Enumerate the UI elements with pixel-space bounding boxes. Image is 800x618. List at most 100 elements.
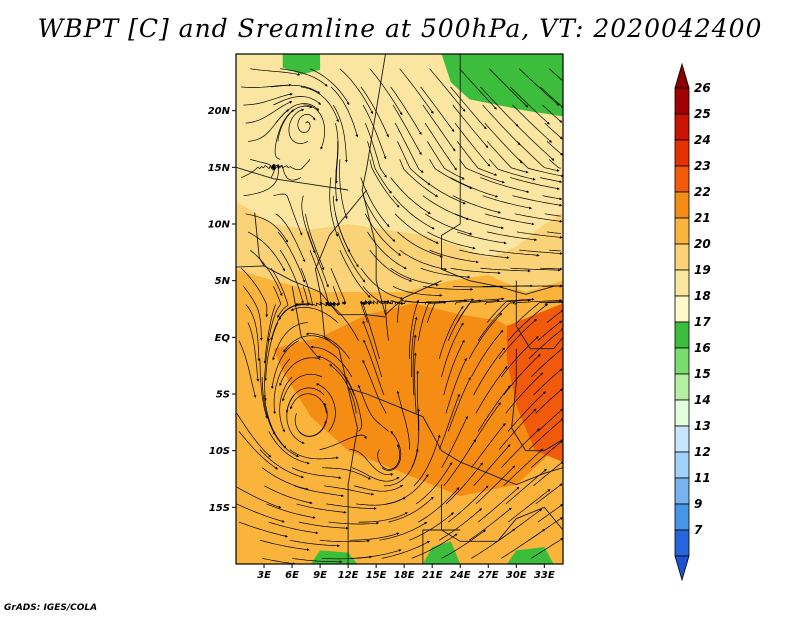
streamline: [540, 177, 563, 183]
streamline: [326, 503, 377, 510]
colorbar-swatch: [674, 451, 690, 479]
streamline: [329, 364, 357, 414]
colorbar-label: 19: [694, 263, 711, 277]
streamline: [392, 285, 443, 297]
streamline: [236, 413, 272, 458]
country-border: [441, 54, 554, 295]
lon-tick-label: 24E: [450, 570, 471, 581]
map-title: WBPT [C] and Sreamline at 500hPa, VT: 20…: [37, 14, 763, 43]
streamline: [528, 517, 563, 541]
lon-tick-label: 27E: [478, 570, 499, 581]
streamline: [399, 68, 434, 114]
streamline: [310, 345, 353, 378]
colorbar-swatch: [674, 529, 690, 557]
streamline: [364, 122, 387, 178]
streamline: [328, 521, 380, 525]
streamline: [377, 444, 401, 470]
streamline: [450, 177, 499, 198]
streamline: [516, 300, 563, 323]
streamline: [267, 286, 282, 342]
streamline: [429, 68, 466, 112]
streamline: [468, 402, 501, 450]
lat-tick-label: 15N: [208, 163, 231, 174]
streamline: [450, 267, 501, 275]
streamline: [278, 286, 309, 321]
lat-tick-label: 15S: [209, 503, 230, 514]
colorbar-label: 11: [694, 471, 711, 485]
streamline: [268, 431, 310, 465]
streamline: [283, 335, 329, 353]
streamline: [409, 512, 454, 541]
streamline: [264, 395, 287, 449]
streamline: [349, 532, 400, 541]
streamline: [388, 496, 434, 523]
streamline: [429, 159, 473, 189]
plot-frame: [235, 53, 564, 565]
streamline: [427, 231, 476, 250]
streamline: [279, 376, 293, 433]
streamline: [548, 68, 563, 81]
streamline: [270, 268, 289, 318]
streamline: [381, 430, 402, 471]
streamline: [542, 104, 563, 123]
streamline: [273, 96, 322, 106]
streamline: [362, 286, 404, 305]
streamline: [445, 462, 483, 505]
streamline: [279, 357, 320, 387]
streamline: [291, 467, 342, 480]
country-border: [511, 348, 563, 452]
streamline: [501, 428, 540, 468]
streamline: [303, 104, 325, 150]
country-border: [515, 280, 563, 350]
streamline: [498, 408, 537, 450]
streamline: [261, 467, 309, 491]
streamline: [259, 449, 305, 479]
streamline: [275, 103, 320, 124]
streamline: [319, 539, 371, 543]
streamline: [392, 104, 422, 156]
streamline: [530, 347, 563, 378]
streamline: [475, 365, 508, 414]
streamline: [477, 385, 511, 432]
streamline: [548, 159, 561, 169]
colorbar-label: 17: [694, 315, 711, 329]
streamline: [294, 485, 344, 498]
streamline: [424, 298, 475, 305]
streamline: [306, 301, 336, 307]
streamline: [546, 231, 561, 234]
streamline: [298, 521, 349, 530]
streamline: [514, 299, 563, 305]
streamline: [447, 376, 471, 432]
streamline: [360, 267, 404, 300]
streamline: [519, 159, 563, 178]
streamline: [321, 467, 371, 480]
streamline: [514, 213, 563, 223]
lon-tick-label: 21E: [422, 570, 443, 581]
streamline: [512, 195, 563, 207]
streamline: [300, 86, 339, 123]
streamline: [266, 503, 316, 519]
streamline: [420, 267, 471, 279]
colorbar-swatch: [674, 295, 690, 323]
colorbar-top-arrow: [674, 62, 690, 89]
streamline: [399, 249, 448, 271]
colorbar-label: 26: [694, 81, 711, 95]
streamline: [519, 68, 560, 106]
colorbar-swatch: [674, 477, 690, 505]
streamline: [259, 539, 310, 552]
streamline: [364, 213, 402, 256]
streamline: [477, 301, 516, 341]
colorbar-label: 16: [694, 341, 711, 355]
streamline: [294, 413, 327, 437]
streamline: [362, 359, 387, 414]
streamline: [480, 267, 531, 273]
streamline: [301, 195, 316, 254]
field-region-east-africa-warm: [506, 303, 563, 462]
streamline: [489, 249, 540, 257]
streamline: [544, 213, 561, 217]
streamline: [288, 108, 308, 144]
streamline: [264, 485, 313, 505]
lon-tick-label: 3E: [257, 570, 271, 581]
streamline: [282, 373, 323, 402]
